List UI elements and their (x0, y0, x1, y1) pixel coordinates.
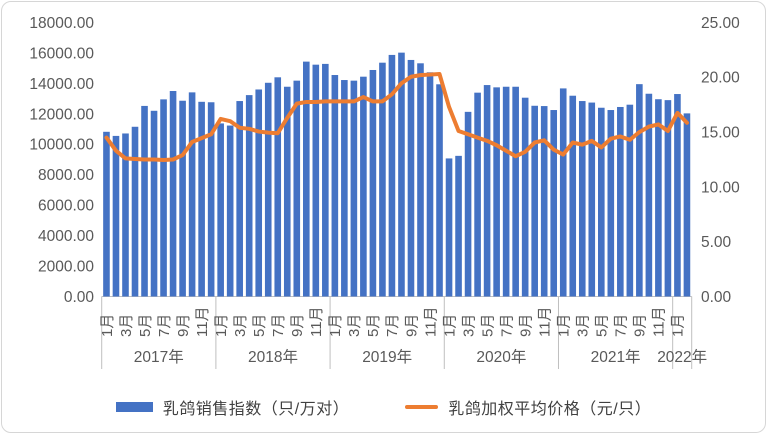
svg-text:9月: 9月 (632, 314, 649, 337)
svg-text:3月: 3月 (346, 314, 363, 337)
svg-text:9月: 9月 (517, 314, 534, 337)
svg-text:10.00: 10.00 (701, 179, 740, 196)
svg-text:7月: 7月 (156, 314, 173, 337)
svg-text:5月: 5月 (365, 314, 382, 337)
svg-text:2017年: 2017年 (134, 348, 184, 366)
svg-text:25.00: 25.00 (701, 15, 740, 32)
svg-text:1月: 1月 (327, 314, 344, 337)
svg-text:8000.00: 8000.00 (38, 167, 94, 184)
svg-text:9月: 9月 (175, 314, 192, 337)
svg-text:5.00: 5.00 (701, 234, 732, 251)
x-axis-year-labels: 2017年 2018年 2019年 2020年 2021年 2022年 (134, 348, 707, 366)
svg-text:11月: 11月 (194, 306, 211, 337)
legend: 乳鸽销售指数（只/万对） 乳鸽加权平均价格（元/只） (0, 392, 767, 422)
svg-text:0.00: 0.00 (64, 289, 95, 306)
bar-series-swatch (115, 402, 153, 412)
svg-text:2020年: 2020年 (476, 348, 526, 366)
svg-text:16000.00: 16000.00 (29, 45, 94, 62)
svg-text:15.00: 15.00 (701, 125, 740, 142)
svg-text:10000.00: 10000.00 (29, 137, 94, 154)
svg-text:2018年: 2018年 (248, 348, 298, 366)
svg-text:11月: 11月 (536, 306, 553, 337)
svg-text:2000.00: 2000.00 (38, 258, 94, 275)
sales-index-bars (103, 52, 691, 297)
svg-text:7月: 7月 (498, 314, 515, 337)
svg-text:6000.00: 6000.00 (38, 198, 94, 215)
y-axis-left-labels: 18000.00 16000.00 14000.00 12000.00 10000.00… (29, 15, 94, 306)
svg-text:3月: 3月 (575, 314, 592, 337)
svg-text:3月: 3月 (460, 314, 477, 337)
svg-text:5月: 5月 (137, 314, 154, 337)
legend-label-sales-index: 乳鸽销售指数（只/万对） (162, 401, 350, 418)
avg-price-line (104, 72, 689, 163)
svg-text:11月: 11月 (308, 306, 325, 337)
svg-text:4000.00: 4000.00 (38, 228, 94, 245)
svg-text:1月: 1月 (213, 314, 230, 337)
svg-text:5月: 5月 (479, 314, 496, 337)
svg-text:7月: 7月 (270, 314, 287, 337)
line-series-swatch (405, 404, 439, 410)
svg-text:3月: 3月 (118, 314, 135, 337)
legend-label-avg-price: 乳鸽加权平均价格（元/只） (448, 401, 652, 418)
svg-text:3月: 3月 (232, 314, 249, 337)
legend-item-sales-index: 乳鸽销售指数（只/万对） (115, 395, 350, 419)
svg-text:7月: 7月 (613, 314, 630, 337)
svg-text:5月: 5月 (594, 314, 611, 337)
svg-text:1月: 1月 (99, 314, 116, 337)
legend-item-avg-price: 乳鸽加权平均价格（元/只） (405, 395, 651, 419)
svg-text:5月: 5月 (251, 314, 268, 337)
svg-text:1月: 1月 (555, 314, 572, 337)
svg-text:2021年: 2021年 (591, 348, 641, 366)
y-axis-right-labels: 25.00 20.00 15.00 10.00 5.00 0.00 (701, 15, 740, 306)
svg-text:11月: 11月 (422, 306, 439, 337)
svg-text:2022年: 2022年 (657, 348, 707, 366)
svg-text:2019年: 2019年 (362, 348, 412, 366)
svg-text:9月: 9月 (289, 314, 306, 337)
svg-text:1月: 1月 (441, 314, 458, 337)
svg-text:14000.00: 14000.00 (29, 76, 94, 93)
svg-text:20.00: 20.00 (701, 70, 740, 87)
svg-text:11月: 11月 (651, 306, 668, 337)
svg-text:12000.00: 12000.00 (29, 106, 94, 123)
svg-text:18000.00: 18000.00 (29, 15, 94, 32)
svg-text:1月: 1月 (670, 314, 687, 337)
svg-text:9月: 9月 (403, 314, 420, 337)
svg-text:7月: 7月 (384, 314, 401, 337)
svg-text:0.00: 0.00 (701, 289, 732, 306)
x-axis-month-labels: 1月 3月 5月 7月 9月 11月 1月 3月 5月 7月 9月 11月 1月 3月 5月 7月 9月 11月 1… (99, 306, 687, 337)
